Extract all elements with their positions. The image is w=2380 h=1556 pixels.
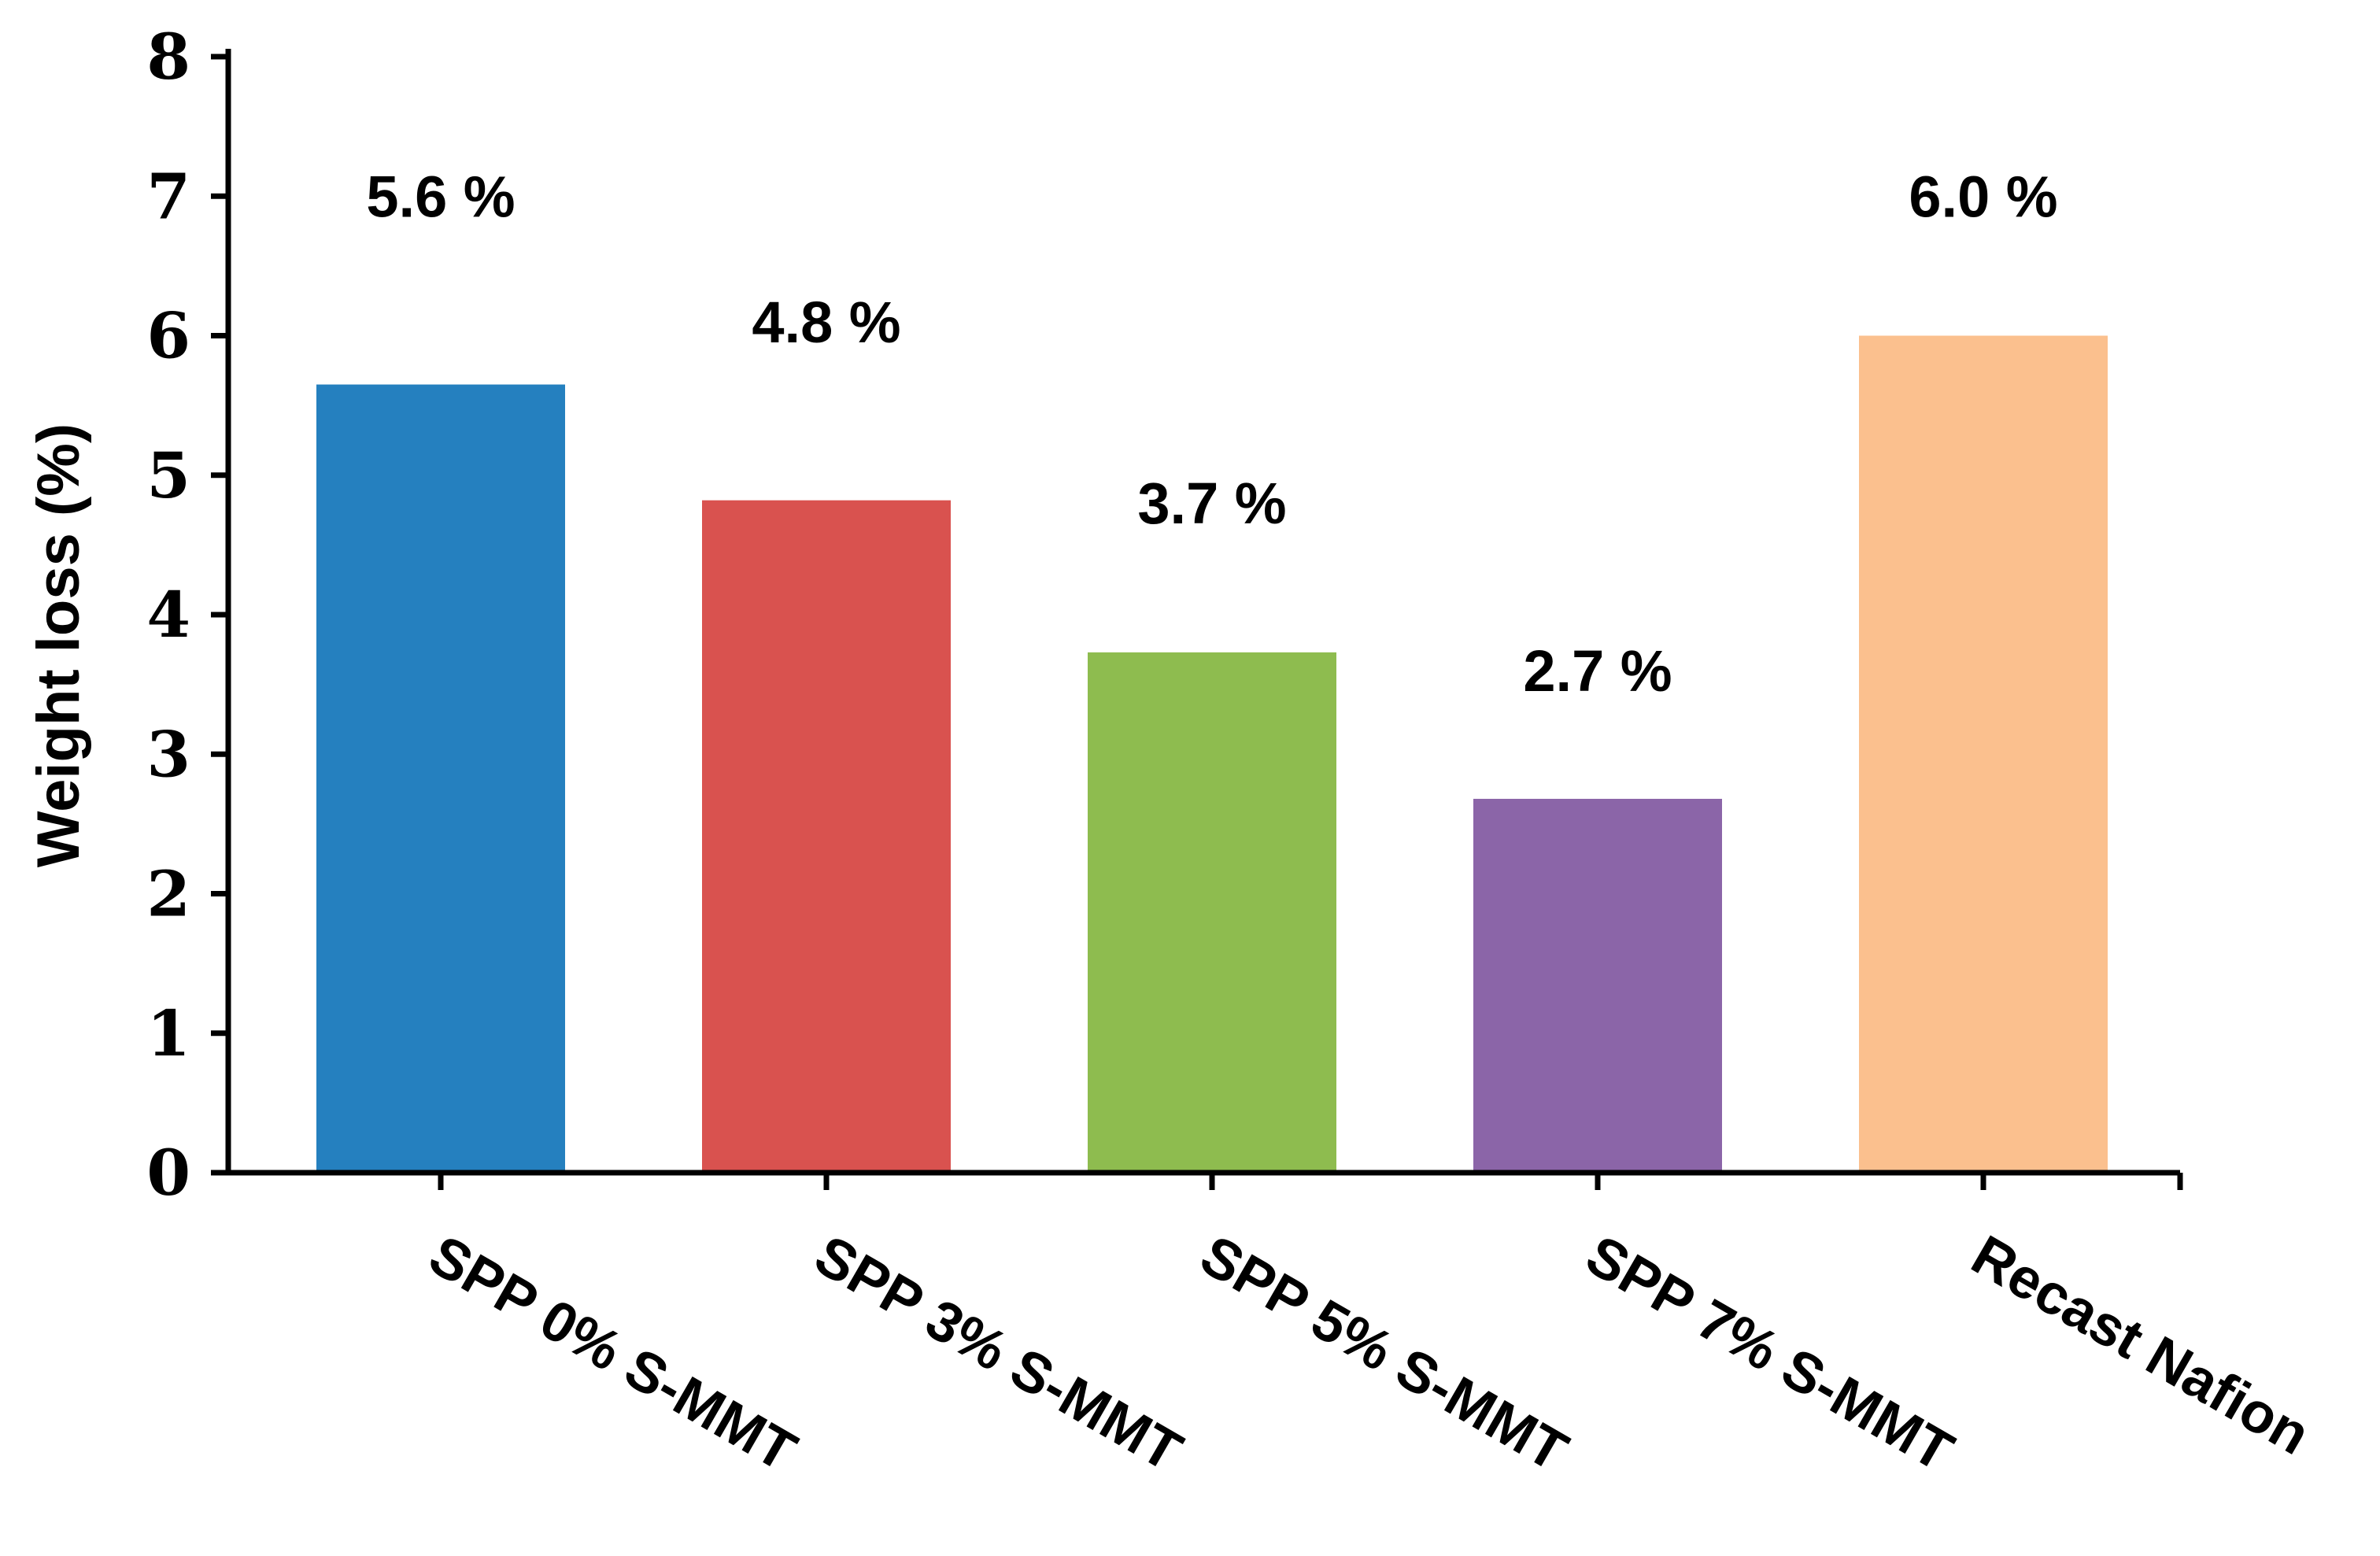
x-tick-label-5: Recast Nafion bbox=[1961, 1224, 2320, 1467]
bar-1 bbox=[316, 384, 565, 1173]
y-tick-label-4: 4 bbox=[146, 578, 190, 652]
bar-2 bbox=[702, 500, 951, 1173]
data-label-5: 6.0 % bbox=[1909, 164, 2057, 229]
x-tick-label-4: SPP 7% S-MMT bbox=[1576, 1224, 1964, 1484]
data-label-4: 2.7 % bbox=[1523, 638, 1672, 704]
y-tick-label-2: 2 bbox=[146, 857, 190, 931]
data-label-1: 5.6 % bbox=[366, 164, 515, 229]
data-labels-group: 5.6 % 4.8 % 3.7 % 2.7 % 6.0 % bbox=[366, 164, 2057, 704]
bar-4 bbox=[1473, 798, 1722, 1173]
x-tick-label-3: SPP 5% S-MMT bbox=[1190, 1224, 1578, 1484]
y-tick-label-8: 8 bbox=[146, 20, 190, 94]
bar-5 bbox=[1859, 335, 2108, 1173]
data-label-3: 3.7 % bbox=[1137, 471, 1286, 536]
y-tick-label-5: 5 bbox=[146, 438, 190, 512]
y-axis: 0 1 2 3 4 5 6 7 8 bbox=[146, 20, 231, 1210]
data-label-2: 4.8 % bbox=[752, 290, 900, 355]
bars-group bbox=[316, 335, 2108, 1173]
bar-3 bbox=[1088, 652, 1336, 1173]
x-tick-label-2: SPP 3% S-MMT bbox=[804, 1224, 1192, 1484]
y-tick-label-7: 7 bbox=[146, 159, 190, 233]
y-axis-title: Weight loss (%) bbox=[25, 423, 92, 867]
y-tick-label-0: 0 bbox=[146, 1136, 190, 1210]
y-tick-label-1: 1 bbox=[146, 996, 190, 1070]
y-tick-label-3: 3 bbox=[146, 717, 190, 791]
y-tick-label-6: 6 bbox=[146, 299, 190, 373]
x-tick-label-1: SPP 0% S-MMT bbox=[419, 1224, 807, 1484]
